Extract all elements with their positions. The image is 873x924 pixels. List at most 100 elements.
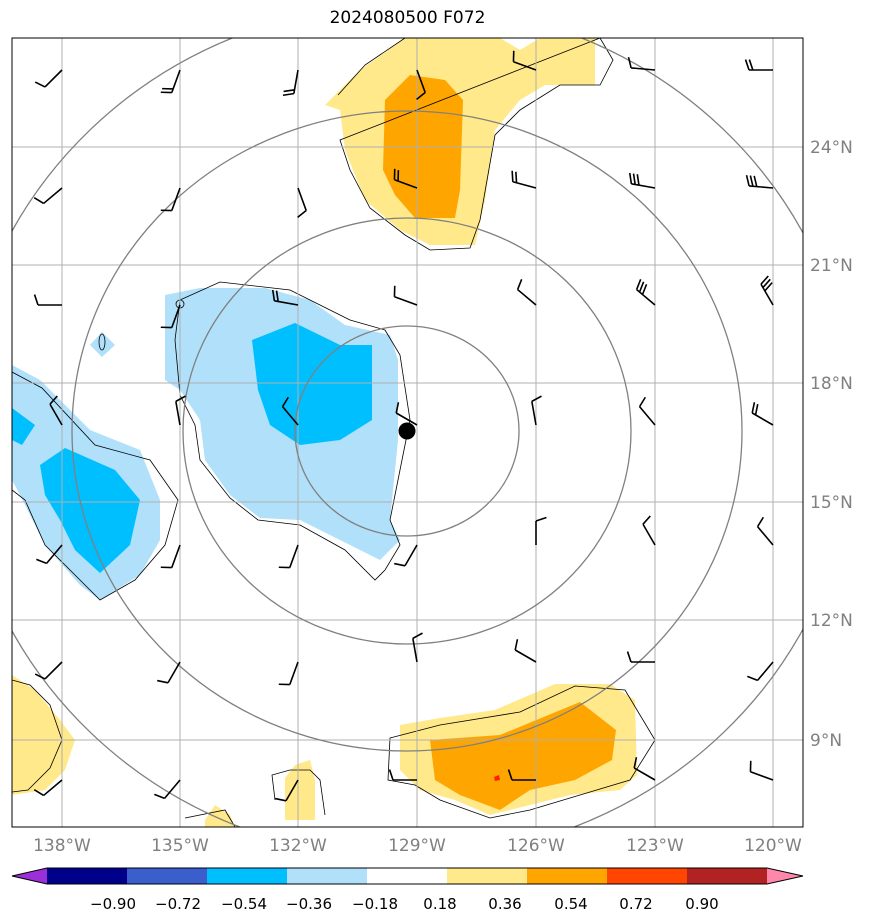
colorbar-tick-labels: −0.90 −0.72 −0.54 −0.36 −0.18 0.18 0.36 … <box>90 895 719 913</box>
wind-barb <box>278 661 299 686</box>
range-rings <box>12 38 803 827</box>
wind-barb <box>514 639 537 663</box>
colorbar-tick-label: 0.54 <box>554 895 587 913</box>
lon-label: 138°W <box>33 836 91 856</box>
range-ring-1 <box>294 325 520 537</box>
wind-barb <box>393 285 418 306</box>
wind-barb <box>275 779 299 802</box>
range-ring-3 <box>71 110 743 752</box>
colorbar-tick-label: 0.18 <box>423 895 456 913</box>
wind-barb <box>642 515 656 546</box>
wind-barb <box>154 779 181 800</box>
shaded-field <box>12 38 637 827</box>
wind-barb <box>412 632 423 663</box>
colorbar-tick-label: −0.72 <box>155 895 201 913</box>
wind-barb <box>34 661 63 680</box>
wind-barb <box>756 516 774 546</box>
colorbar-segment <box>447 868 528 884</box>
contour-south <box>387 685 656 819</box>
wind-barb <box>760 275 774 306</box>
wind-barb <box>160 304 181 329</box>
wind-barb <box>388 769 417 781</box>
map-title: 2024080500 F072 <box>329 8 486 28</box>
wind-barb <box>627 57 656 71</box>
graticule <box>12 38 803 827</box>
contour-north <box>337 38 614 251</box>
lat-label: 18°N <box>810 374 853 394</box>
positive-anomaly-bottom-1 <box>285 760 315 820</box>
negative-anomaly-west-edge <box>12 408 35 445</box>
wind-barb <box>278 544 299 569</box>
contour-center <box>174 281 411 581</box>
wind-barb <box>160 187 181 212</box>
wind-barb <box>36 544 63 565</box>
colorbar-tick-label: 0.90 <box>685 895 718 913</box>
positive-anomaly-south-core <box>430 702 616 810</box>
colorbar-segment <box>607 868 688 884</box>
wind-barb <box>393 168 418 189</box>
contour-speck <box>98 333 106 351</box>
wind-barb <box>34 69 63 88</box>
wind-barb <box>157 661 181 684</box>
colorbar-outline <box>11 867 804 885</box>
negative-anomaly-speck <box>90 332 115 357</box>
wind-barb <box>747 661 774 682</box>
negative-anomaly-west-core <box>40 448 140 573</box>
wind-barb <box>507 769 536 781</box>
lon-label: 135°W <box>151 836 209 856</box>
wind-barb <box>633 757 656 781</box>
colorbar-segment <box>367 868 448 884</box>
colorbar-segment <box>127 868 208 884</box>
wind-barb <box>535 516 547 545</box>
wind-barb <box>749 760 774 781</box>
storm-center-marker <box>398 422 416 440</box>
colorbar-tick-label: −0.90 <box>90 895 136 913</box>
wind-barb <box>33 187 63 205</box>
wind-barb <box>33 294 62 306</box>
colorbar-tick-label: 0.72 <box>619 895 652 913</box>
colorbar-extend-max <box>767 868 803 884</box>
lon-label: 126°W <box>507 836 565 856</box>
colorbar-tick-label: −0.54 <box>221 895 267 913</box>
latitude-labels: 24°N 21°N 18°N 15°N 12°N 9°N <box>810 138 853 751</box>
wind-barb <box>394 544 418 567</box>
lat-label: 9°N <box>810 731 842 751</box>
contour-lines <box>12 38 656 827</box>
colorbar-segment <box>287 868 368 884</box>
wind-barb <box>531 395 542 426</box>
wind-barb <box>282 69 299 97</box>
colorbar-segment <box>687 868 768 884</box>
lon-label: 129°W <box>388 836 446 856</box>
wind-barb <box>516 279 537 306</box>
wind-barb <box>160 69 181 94</box>
colorbar-segment <box>47 868 128 884</box>
positive-anomaly-southwest <box>12 675 75 795</box>
contour-bottom <box>184 769 326 827</box>
longitude-labels: 138°W 135°W 132°W 129°W 126°W 123°W 120°… <box>33 836 802 856</box>
colorbar-tick-label: 0.36 <box>488 895 521 913</box>
wind-barb <box>271 289 299 306</box>
wind-barb <box>635 279 656 306</box>
wind-barb <box>626 651 655 663</box>
colorbar <box>11 867 804 885</box>
lat-label: 12°N <box>810 611 853 631</box>
range-ring-2 <box>182 217 632 645</box>
wind-barb <box>281 396 299 426</box>
colorbar-tick-label: −0.36 <box>286 895 332 913</box>
colorbar-segment <box>207 868 288 884</box>
lat-label: 15°N <box>810 493 853 513</box>
wind-barb <box>638 396 656 426</box>
wind-barb <box>297 187 307 219</box>
lon-label: 120°W <box>744 836 802 856</box>
wind-barb <box>511 170 537 189</box>
map-frame <box>11 37 804 828</box>
lon-label: 123°W <box>626 836 684 856</box>
wind-barb <box>49 395 63 426</box>
wind-barbs <box>33 50 774 802</box>
positive-anomaly-south-spot <box>494 775 500 781</box>
lon-label: 132°W <box>269 836 327 856</box>
wind-barb <box>160 544 181 569</box>
wind-barb <box>175 395 186 426</box>
colorbar-tick-label: −0.18 <box>352 895 398 913</box>
